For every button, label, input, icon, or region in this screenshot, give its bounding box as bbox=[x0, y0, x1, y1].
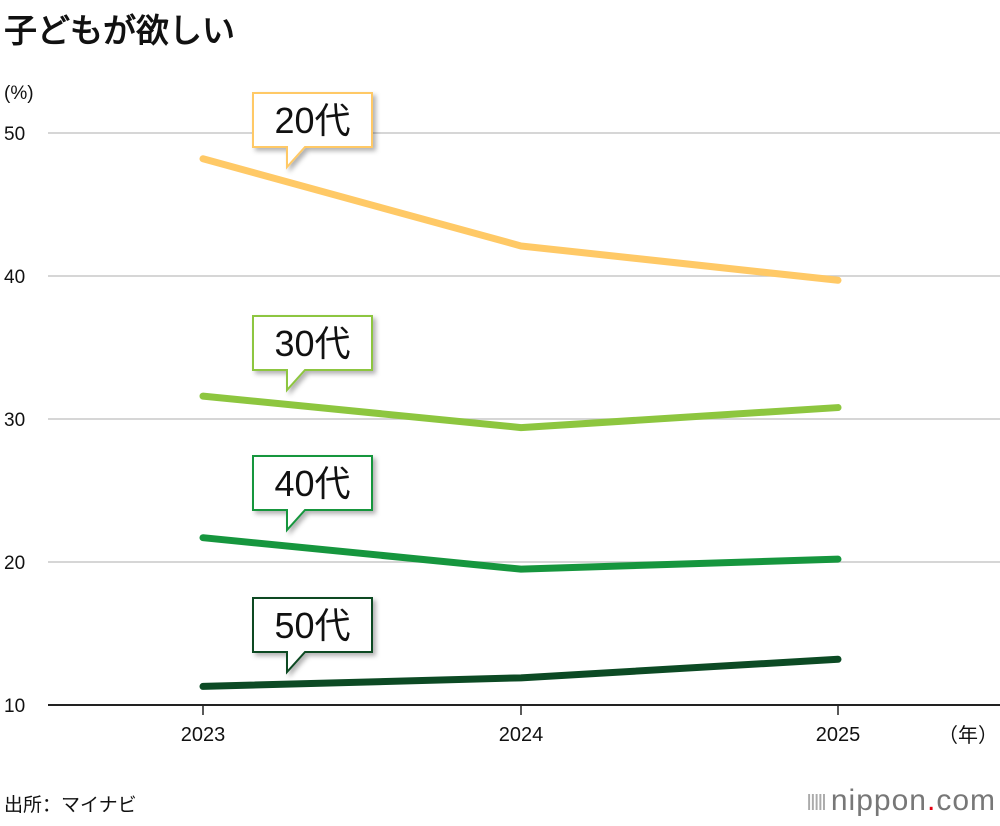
series-line-20代 bbox=[199, 155, 842, 284]
series-callout bbox=[252, 455, 373, 533]
x-tick-label: 2024 bbox=[499, 724, 544, 746]
nippon-logo: ǀǀǀǀǀ nippon.com bbox=[806, 784, 996, 818]
logo-dot: . bbox=[926, 784, 937, 817]
series-callout bbox=[252, 597, 373, 675]
line-chart: (%) （年） 10 20 30 40 50 2023 2024 2025 20代 30代 40… bbox=[4, 83, 1000, 747]
x-axis-label: （年） bbox=[938, 724, 998, 747]
logo-bars-icon: ǀǀǀǀǀ bbox=[806, 790, 827, 815]
y-axis-label: (%) bbox=[4, 83, 34, 104]
y-tick-label: 50 bbox=[4, 124, 25, 145]
series-line-50代 bbox=[199, 655, 842, 690]
y-tick-label: 30 bbox=[4, 410, 25, 431]
y-tick-label: 20 bbox=[4, 553, 25, 574]
logo-suffix: com bbox=[936, 784, 996, 817]
series-label: 20代 bbox=[274, 100, 350, 141]
series-line-30代 bbox=[199, 392, 842, 432]
x-tick-label: 2023 bbox=[181, 724, 226, 746]
x-tick-label: 2025 bbox=[816, 724, 861, 746]
y-tick-label: 10 bbox=[4, 696, 25, 717]
series-label: 40代 bbox=[274, 463, 350, 504]
series-label: 50代 bbox=[274, 605, 350, 646]
series-callout bbox=[252, 92, 373, 170]
series-line-40代 bbox=[199, 534, 842, 573]
y-tick-label: 40 bbox=[4, 267, 25, 288]
series-label: 30代 bbox=[274, 323, 350, 364]
logo-name: nippon bbox=[830, 784, 927, 817]
chart-title: 子どもが欲しい bbox=[4, 11, 235, 50]
series-callout bbox=[252, 315, 373, 393]
source-note: 出所：マイナビ bbox=[4, 794, 137, 816]
